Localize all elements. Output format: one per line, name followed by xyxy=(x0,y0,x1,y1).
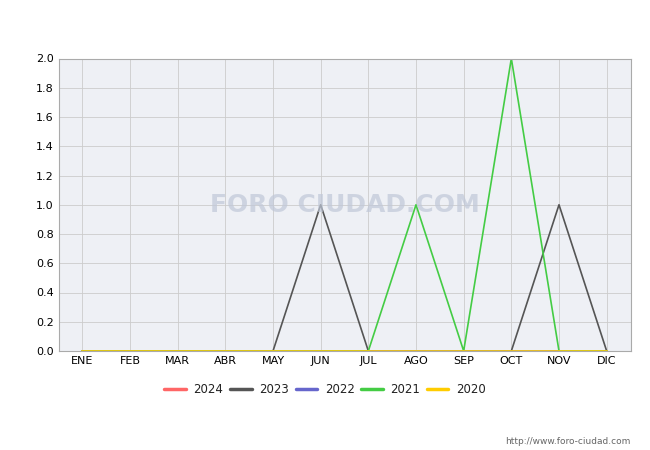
2021 xyxy=(269,348,277,354)
Text: 2021: 2021 xyxy=(390,383,420,396)
2023 xyxy=(269,348,277,354)
2022 xyxy=(126,348,134,354)
2022 xyxy=(460,348,467,354)
2023 xyxy=(603,348,610,354)
2024 xyxy=(174,348,181,354)
2020 xyxy=(365,348,372,354)
Text: http://www.foro-ciudad.com: http://www.foro-ciudad.com xyxy=(505,436,630,446)
2023 xyxy=(412,348,420,354)
2024 xyxy=(269,348,277,354)
2022 xyxy=(412,348,420,354)
2022 xyxy=(603,348,610,354)
2022 xyxy=(508,348,515,354)
2022 xyxy=(79,348,86,354)
2020 xyxy=(317,348,324,354)
2024 xyxy=(79,348,86,354)
2022 xyxy=(365,348,372,354)
2021 xyxy=(555,348,563,354)
2023 xyxy=(317,202,324,207)
2021 xyxy=(79,348,86,354)
2022 xyxy=(269,348,277,354)
2022 xyxy=(222,348,229,354)
2020 xyxy=(555,348,563,354)
2020 xyxy=(269,348,277,354)
2023 xyxy=(555,202,563,207)
2020 xyxy=(222,348,229,354)
2020 xyxy=(460,348,467,354)
2023 xyxy=(174,348,181,354)
Text: 2020: 2020 xyxy=(456,383,486,396)
Text: 2024: 2024 xyxy=(194,383,224,396)
2020 xyxy=(412,348,420,354)
2021 xyxy=(126,348,134,354)
2023 xyxy=(460,348,467,354)
Text: FORO CIUDAD.COM: FORO CIUDAD.COM xyxy=(209,193,480,217)
2021 xyxy=(412,202,420,207)
Text: 2022: 2022 xyxy=(324,383,354,396)
2020 xyxy=(508,348,515,354)
2021 xyxy=(460,348,467,354)
2023 xyxy=(508,348,515,354)
2021 xyxy=(365,348,372,354)
2023 xyxy=(222,348,229,354)
2020 xyxy=(126,348,134,354)
2022 xyxy=(555,348,563,354)
2023 xyxy=(365,348,372,354)
2021 xyxy=(222,348,229,354)
Text: 2023: 2023 xyxy=(259,383,289,396)
2020 xyxy=(79,348,86,354)
2024 xyxy=(126,348,134,354)
Line: 2021: 2021 xyxy=(83,58,606,351)
2023 xyxy=(126,348,134,354)
2021 xyxy=(317,348,324,354)
2022 xyxy=(174,348,181,354)
2023 xyxy=(79,348,86,354)
2021 xyxy=(508,56,515,61)
Line: 2023: 2023 xyxy=(83,205,606,351)
2020 xyxy=(174,348,181,354)
2024 xyxy=(222,348,229,354)
2022 xyxy=(317,348,324,354)
2021 xyxy=(174,348,181,354)
2020 xyxy=(603,348,610,354)
Text: Matriculaciones de Vehiculos en Reyero: Matriculaciones de Vehiculos en Reyero xyxy=(161,11,489,29)
2021 xyxy=(603,348,610,354)
